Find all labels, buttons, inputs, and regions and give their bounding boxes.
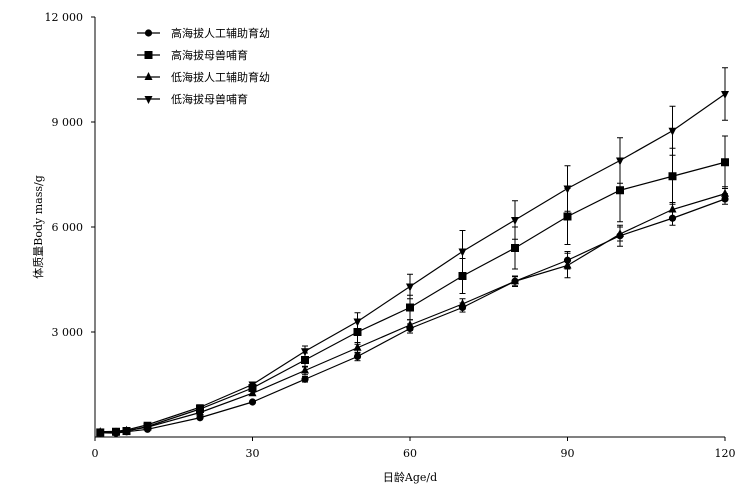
legend-marker <box>144 96 153 104</box>
legend-label: 高海拔母兽哺育 <box>171 48 248 62</box>
data-point <box>721 91 729 99</box>
data-point <box>112 428 120 437</box>
series-3 <box>96 186 729 436</box>
legend-item: 高海拔母兽哺育 <box>137 48 248 62</box>
data-point <box>616 157 624 166</box>
y-tick-label: 3 000 <box>52 326 84 339</box>
data-point <box>721 158 729 167</box>
data-point <box>143 421 152 430</box>
data-point <box>353 328 362 336</box>
data-point <box>406 283 414 292</box>
legend-marker <box>144 51 153 59</box>
data-point <box>196 404 204 413</box>
y-tick-label: 9 000 <box>52 116 84 129</box>
y-tick-label: 12 000 <box>45 11 84 24</box>
data-point <box>406 303 414 312</box>
data-point <box>616 186 624 195</box>
series-line <box>100 198 726 434</box>
data-point <box>353 318 362 327</box>
y-axis-title: 体质量Body mass/g <box>31 175 45 279</box>
data-point <box>616 229 624 237</box>
series-4 <box>96 67 729 437</box>
legend-marker <box>144 72 153 80</box>
x-tick-label: 120 <box>715 447 736 460</box>
series-1 <box>96 193 729 437</box>
y-tick-label: 6 000 <box>52 221 84 234</box>
data-point <box>301 375 309 383</box>
legend-label: 高海拔人工辅助育幼 <box>171 26 270 40</box>
data-point <box>511 276 519 285</box>
x-tick-label: 0 <box>92 447 99 460</box>
data-point <box>196 414 204 422</box>
legend-item: 高海拔人工辅助育幼 <box>137 26 270 40</box>
data-point <box>122 427 131 435</box>
series-line <box>100 161 726 434</box>
series-line <box>100 193 726 434</box>
data-point <box>668 172 677 181</box>
data-point <box>563 260 572 269</box>
legend-marker <box>144 29 153 37</box>
data-point <box>353 352 362 361</box>
plot-area: 0 30 60 90 120 3 000 6 000 9 000 12 000 <box>45 11 736 460</box>
data-point <box>668 204 677 213</box>
x-tick-label: 60 <box>403 447 417 460</box>
data-point <box>96 428 105 437</box>
legend-label: 低海拔人工辅助育幼 <box>171 70 270 84</box>
series-layer <box>96 67 729 437</box>
data-point <box>458 299 467 307</box>
data-point <box>458 248 467 257</box>
data-point <box>458 272 467 280</box>
data-point <box>248 381 257 390</box>
legend-item: 低海拔母兽哺育 <box>137 92 248 106</box>
data-point <box>301 365 309 374</box>
x-tick-label: 30 <box>246 447 260 460</box>
series-line <box>100 93 726 433</box>
data-point <box>563 185 572 194</box>
data-point <box>511 217 519 225</box>
legend-item: 低海拔人工辅助育幼 <box>137 70 270 84</box>
x-tick-label: 90 <box>561 447 575 460</box>
legend-label: 低海拔母兽哺育 <box>171 92 248 106</box>
data-point <box>511 244 519 252</box>
data-point <box>301 356 309 364</box>
data-point <box>248 388 257 397</box>
data-point <box>668 127 677 136</box>
data-point <box>406 320 414 328</box>
data-point <box>721 188 729 197</box>
data-point <box>563 212 572 221</box>
data-point <box>301 348 309 357</box>
x-axis-ticks: 0 30 60 90 120 <box>92 437 736 460</box>
x-axis-title: 日龄Age/d <box>383 470 437 484</box>
data-point <box>353 342 362 351</box>
data-point <box>248 398 257 406</box>
y-axis-ticks: 3 000 6 000 9 000 12 000 <box>45 11 95 339</box>
